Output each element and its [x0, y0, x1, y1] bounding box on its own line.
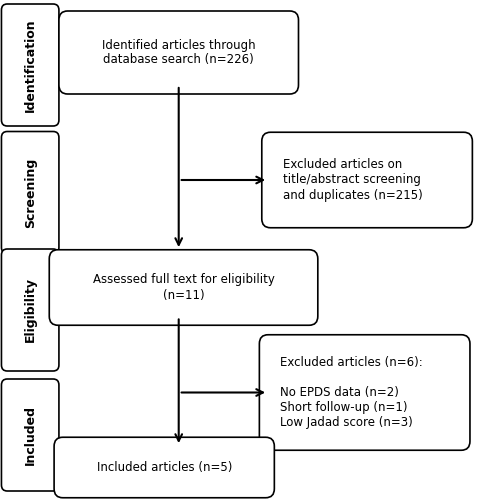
Text: Assessed full text for eligibility
(n=11): Assessed full text for eligibility (n=11… [93, 274, 274, 301]
Text: Included: Included [24, 405, 37, 465]
Text: Excluded articles on
title/abstract screening
and duplicates (n=215): Excluded articles on title/abstract scre… [283, 158, 422, 202]
FancyBboxPatch shape [49, 250, 318, 325]
FancyBboxPatch shape [59, 11, 298, 94]
Text: Identified articles through
database search (n=226): Identified articles through database sea… [102, 38, 256, 66]
FancyBboxPatch shape [1, 379, 59, 491]
FancyBboxPatch shape [1, 249, 59, 371]
FancyBboxPatch shape [262, 132, 472, 228]
FancyBboxPatch shape [1, 4, 59, 126]
Text: Screening: Screening [24, 158, 37, 228]
Text: Eligibility: Eligibility [24, 278, 37, 342]
FancyBboxPatch shape [259, 335, 470, 450]
Text: Excluded articles (n=6):

No EPDS data (n=2)
Short follow-up (n=1)
Low Jadad sco: Excluded articles (n=6): No EPDS data (n… [280, 356, 423, 429]
FancyBboxPatch shape [54, 437, 274, 498]
Text: Identification: Identification [24, 18, 37, 112]
FancyBboxPatch shape [1, 132, 59, 254]
Text: Included articles (n=5): Included articles (n=5) [97, 461, 232, 474]
